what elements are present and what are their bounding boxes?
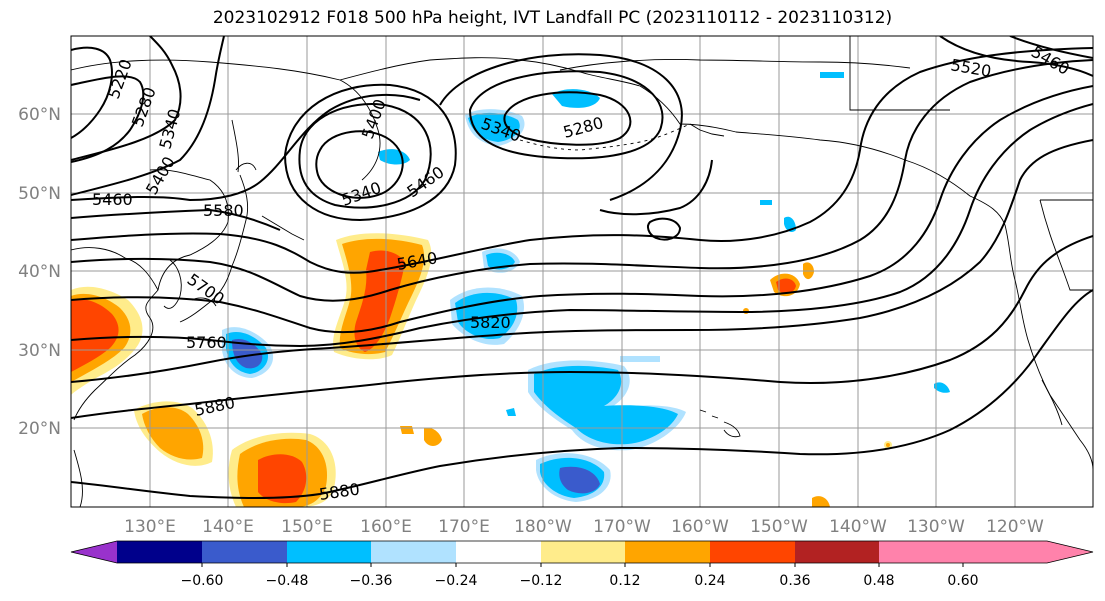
contour-label: 5580 — [203, 201, 244, 220]
colorbar-segment — [117, 541, 202, 563]
colorbar-segment — [625, 541, 710, 563]
colorbar-segment — [287, 541, 371, 563]
colorbar-segment — [795, 541, 879, 563]
colorbar-tick-label: −0.36 — [350, 573, 393, 589]
colorbar-extend-right — [963, 541, 1093, 563]
lon-label: 160°E — [360, 517, 412, 537]
lon-label: 170°E — [438, 517, 490, 537]
colorbar-segment — [879, 541, 963, 563]
colorbar-ticks — [201, 563, 964, 567]
colorbar-outline — [70, 540, 1094, 564]
height-contours — [71, 36, 1093, 499]
lon-label: 160°W — [671, 517, 729, 537]
ivt-shading — [71, 72, 950, 507]
lat-label: 40°N — [18, 262, 61, 282]
colorbar-segment — [541, 541, 625, 563]
contour-label: 5460 — [92, 190, 133, 209]
latitude-labels: 60°N 50°N 40°N 30°N 20°N — [18, 105, 61, 439]
colorbar-tick-label: 0.12 — [609, 573, 640, 589]
lon-label: 130°E — [124, 517, 176, 537]
lat-label: 50°N — [18, 184, 61, 204]
colorbar-tick-label: 0.36 — [779, 573, 810, 589]
colorbar-tick-label: 0.24 — [694, 573, 725, 589]
colorbar-segment — [371, 541, 456, 563]
lon-label: 140°E — [202, 517, 254, 537]
map-border — [70, 35, 1094, 508]
colorbar-tick-label: −0.12 — [520, 573, 563, 589]
colorbar-tick-label: 0.60 — [947, 573, 978, 589]
colorbar-extend-left — [71, 541, 117, 563]
lon-label: 130°W — [907, 517, 965, 537]
lon-label: 150°E — [281, 517, 333, 537]
lon-label: 180°W — [514, 517, 572, 537]
contour-label: 5760 — [186, 333, 227, 352]
lat-label: 60°N — [18, 105, 61, 125]
lon-label: 140°W — [829, 517, 887, 537]
map-title: 2023102912 F018 500 hPa height, IVT Land… — [212, 8, 893, 28]
colorbar-segment — [710, 541, 795, 563]
coastlines — [71, 36, 1093, 507]
lon-label: 120°W — [986, 517, 1044, 537]
longitude-labels: 130°E 140°E 150°E 160°E 170°E 180°W 170°… — [124, 517, 1044, 537]
colorbar-tick-label: −0.60 — [181, 573, 224, 589]
colorbar-segment — [456, 541, 541, 563]
lat-label: 30°N — [18, 341, 61, 361]
colorbar-tick-label: −0.48 — [266, 573, 309, 589]
colorbar-tick-label: 0.48 — [863, 573, 894, 589]
colorbar-tick-label: −0.24 — [435, 573, 478, 589]
lat-label: 20°N — [18, 419, 61, 439]
lon-label: 170°W — [593, 517, 651, 537]
lon-label: 150°W — [750, 517, 808, 537]
colorbar: −0.60 −0.48 −0.36 −0.24 −0.12 0.12 0.24 … — [70, 540, 1094, 589]
contour-label: 5820 — [470, 313, 511, 332]
colorbar-segment — [202, 541, 287, 563]
